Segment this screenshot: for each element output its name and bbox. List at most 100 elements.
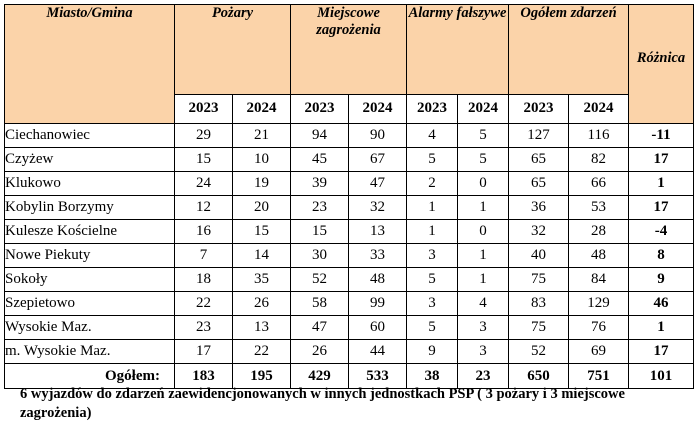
value-cell: 22 bbox=[232, 339, 291, 364]
municipality-name: Klukowo bbox=[4, 171, 175, 196]
value-cell: 195 bbox=[232, 363, 291, 389]
value-cell: 36 bbox=[508, 195, 569, 220]
footnote: 6 wyjazdów do zdarzeń zaewidencjonowanyc… bbox=[20, 386, 625, 421]
value-cell: 60 bbox=[348, 315, 407, 340]
municipality-name: Czyżew bbox=[4, 147, 175, 172]
value-cell: 429 bbox=[290, 363, 349, 389]
value-cell: 52 bbox=[290, 267, 349, 292]
value-cell: 4 bbox=[457, 291, 509, 316]
value-cell: 52 bbox=[508, 339, 569, 364]
difference-cell: 17 bbox=[628, 147, 694, 172]
value-cell: 15 bbox=[174, 147, 233, 172]
year-header: 2023 bbox=[406, 93, 458, 125]
value-cell: 82 bbox=[568, 147, 629, 172]
total-label: Ogółem: bbox=[4, 363, 175, 389]
value-cell: 0 bbox=[457, 171, 509, 196]
difference-cell: 8 bbox=[628, 243, 694, 268]
municipality-name: Nowe Piekuty bbox=[4, 243, 175, 268]
table-row: Nowe Piekuty 7 14 30 33 3 1 40 48 8 bbox=[4, 243, 694, 268]
value-cell: 116 bbox=[568, 123, 629, 148]
value-cell: 5 bbox=[457, 147, 509, 172]
value-cell: 45 bbox=[290, 147, 349, 172]
value-cell: 76 bbox=[568, 315, 629, 340]
value-cell: 5 bbox=[406, 147, 458, 172]
value-cell: 650 bbox=[508, 363, 569, 389]
value-cell: 53 bbox=[568, 195, 629, 220]
value-cell: 58 bbox=[290, 291, 349, 316]
table-row: Wysokie Maz. 23 13 47 60 5 3 75 76 1 bbox=[4, 315, 694, 340]
value-cell: 5 bbox=[457, 123, 509, 148]
value-cell: 75 bbox=[508, 267, 569, 292]
total-row: Ogółem: 183 195 429 533 38 23 650 751 101 bbox=[4, 363, 694, 389]
value-cell: 32 bbox=[348, 195, 407, 220]
value-cell: 26 bbox=[290, 339, 349, 364]
value-cell: 90 bbox=[348, 123, 407, 148]
table-row: Kobylin Borzymy 12 20 23 32 1 1 36 53 17 bbox=[4, 195, 694, 220]
value-cell: 183 bbox=[174, 363, 233, 389]
value-cell: 1 bbox=[457, 267, 509, 292]
value-cell: 17 bbox=[174, 339, 233, 364]
value-cell: 0 bbox=[457, 219, 509, 244]
table-row: Szepietowo 22 26 58 99 3 4 83 129 46 bbox=[4, 291, 694, 316]
value-cell: 22 bbox=[174, 291, 233, 316]
value-cell: 15 bbox=[232, 219, 291, 244]
value-cell: 39 bbox=[290, 171, 349, 196]
value-cell: 38 bbox=[406, 363, 458, 389]
value-cell: 26 bbox=[232, 291, 291, 316]
value-cell: 751 bbox=[568, 363, 629, 389]
value-cell: 47 bbox=[290, 315, 349, 340]
difference-cell: 17 bbox=[628, 339, 694, 364]
value-cell: 75 bbox=[508, 315, 569, 340]
value-cell: 533 bbox=[348, 363, 407, 389]
table-row: Kulesze Kościelne 16 15 15 13 1 0 32 28 -4 bbox=[4, 219, 694, 244]
value-cell: 14 bbox=[232, 243, 291, 268]
value-cell: 5 bbox=[406, 267, 458, 292]
year-header: 2024 bbox=[348, 93, 407, 125]
value-cell: 1 bbox=[406, 195, 458, 220]
value-cell: 66 bbox=[568, 171, 629, 196]
value-cell: 1 bbox=[457, 243, 509, 268]
col-header-local-hazards: Miejscowe zagrożenia bbox=[290, 4, 407, 95]
value-cell: 9 bbox=[406, 339, 458, 364]
value-cell: 83 bbox=[508, 291, 569, 316]
table-body: Ciechanowiec 29 21 94 90 4 5 127 116 -11 Czyżew 15 1… bbox=[4, 123, 694, 389]
value-cell: 3 bbox=[406, 291, 458, 316]
value-cell: 33 bbox=[348, 243, 407, 268]
value-cell: 29 bbox=[174, 123, 233, 148]
municipality-name: Szepietowo bbox=[4, 291, 175, 316]
municipality-name: m. Wysokie Maz. bbox=[4, 339, 175, 364]
year-header: 2023 bbox=[290, 93, 349, 125]
difference-cell: -4 bbox=[628, 219, 694, 244]
value-cell: 84 bbox=[568, 267, 629, 292]
value-cell: 99 bbox=[348, 291, 407, 316]
value-cell: 1 bbox=[457, 195, 509, 220]
value-cell: 47 bbox=[348, 171, 407, 196]
table-row: Sokoły 18 35 52 48 5 1 75 84 9 bbox=[4, 267, 694, 292]
value-cell: 3 bbox=[457, 339, 509, 364]
value-cell: 65 bbox=[508, 147, 569, 172]
value-cell: 10 bbox=[232, 147, 291, 172]
value-cell: 30 bbox=[290, 243, 349, 268]
value-cell: 2 bbox=[406, 171, 458, 196]
value-cell: 127 bbox=[508, 123, 569, 148]
value-cell: 23 bbox=[290, 195, 349, 220]
year-header: 2024 bbox=[457, 93, 509, 125]
value-cell: 15 bbox=[290, 219, 349, 244]
year-header: 2024 bbox=[568, 93, 629, 125]
value-cell: 3 bbox=[457, 315, 509, 340]
municipality-name: Kulesze Kościelne bbox=[4, 219, 175, 244]
value-cell: 28 bbox=[568, 219, 629, 244]
value-cell: 4 bbox=[406, 123, 458, 148]
table-row: Ciechanowiec 29 21 94 90 4 5 127 116 -11 bbox=[4, 123, 694, 148]
value-cell: 129 bbox=[568, 291, 629, 316]
value-cell: 40 bbox=[508, 243, 569, 268]
col-header-name: Miasto/Gmina bbox=[4, 4, 175, 124]
year-header: 2024 bbox=[232, 93, 291, 125]
col-header-false-alarms: Alarmy fałszywe bbox=[406, 4, 509, 95]
difference-cell: 17 bbox=[628, 195, 694, 220]
value-cell: 12 bbox=[174, 195, 233, 220]
value-cell: 69 bbox=[568, 339, 629, 364]
table-row: Klukowo 24 19 39 47 2 0 65 66 1 bbox=[4, 171, 694, 196]
value-cell: 1 bbox=[406, 219, 458, 244]
header-row: Miasto/Gmina Pożary Miejscowe zagrożenia… bbox=[4, 4, 694, 124]
